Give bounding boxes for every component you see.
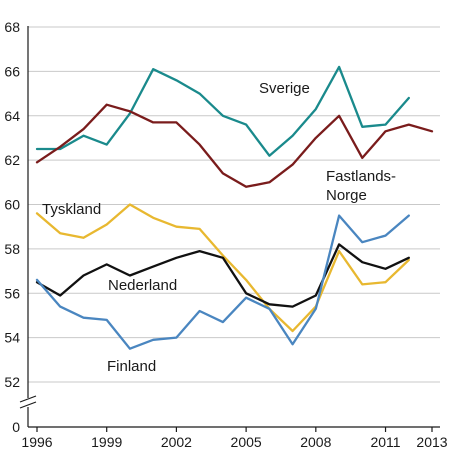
series-label-fastlands-norge-line1: Fastlands-: [326, 168, 396, 185]
y-tick-label-62: 62: [4, 152, 20, 168]
y-tick-label-66: 66: [4, 63, 20, 79]
series-lines: [35, 65, 434, 350]
y-tick-label-54: 54: [4, 330, 20, 346]
y-tick-label-64: 64: [4, 108, 20, 124]
series-label-finland: Finland: [107, 358, 156, 375]
series-line-nederland: [35, 243, 410, 308]
series-labels: Sverige Fastlands- Norge Tyskland Nederl…: [42, 80, 396, 375]
x-tick-label-1999: 1999: [91, 434, 122, 450]
axes: [18, 26, 440, 428]
series-label-nederland: Nederland: [108, 277, 177, 294]
x-tick-label-2005: 2005: [231, 434, 262, 450]
x-tick-label-2008: 2008: [300, 434, 331, 450]
y-tick-labels: 0 52 54 56 58 60 62 64 66 68: [4, 19, 20, 435]
x-tick-labels: 1996 1999 2002 2005 2008 2011 2013: [21, 427, 448, 450]
x-tick-label-2013: 2013: [416, 434, 447, 450]
x-tick-label-2011: 2011: [370, 434, 400, 450]
y-tick-label-58: 58: [4, 241, 20, 257]
y-tick-label-52: 52: [4, 374, 20, 390]
y-tick-label-0: 0: [12, 419, 20, 435]
x-tick-label-1996: 1996: [21, 434, 52, 450]
series-line-tyskland: [35, 203, 410, 333]
y-tick-label-68: 68: [4, 19, 20, 35]
y-tick-label-56: 56: [4, 285, 20, 301]
y-tick-label-60: 60: [4, 197, 20, 213]
series-label-sverige: Sverige: [259, 80, 310, 97]
x-tick-label-2002: 2002: [161, 434, 192, 450]
y-axis-break-marker: [18, 395, 38, 409]
series-label-fastlands-norge-line2: Norge: [326, 187, 367, 204]
series-label-tyskland: Tyskland: [42, 201, 101, 218]
series-line-sverige: [35, 65, 410, 157]
series-line-finland: [35, 214, 410, 350]
series-line-fastlands-norge: [35, 103, 434, 188]
